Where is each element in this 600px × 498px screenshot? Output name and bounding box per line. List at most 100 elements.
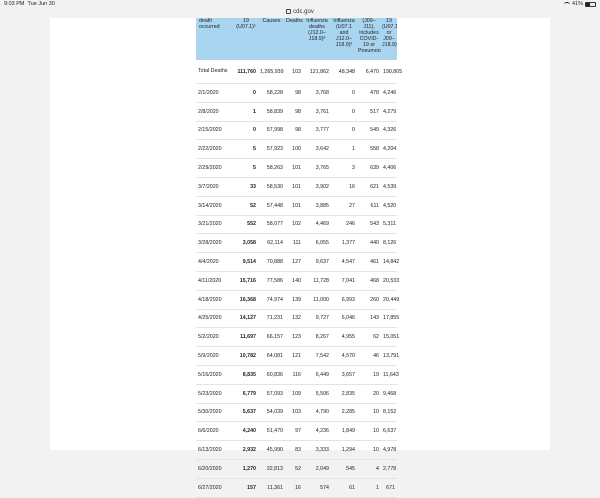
table-cell: 57,998: [258, 121, 285, 141]
table-row: 3/7/2020 33 58,530 101 3,902 16 621 4,539: [196, 177, 397, 197]
table-cell: 102: [285, 215, 303, 235]
table-cell: 6,470: [357, 60, 381, 84]
table-cell: 98: [285, 121, 303, 141]
table-cell: 62: [357, 327, 381, 348]
column-header: Influenza (U07.1 and J12.0–J18.9)³: [331, 18, 357, 60]
battery-percent: 41%: [571, 1, 583, 7]
table-row: 2/1/2020 0 58,228 98 3,768 0 478 4,246: [196, 83, 397, 103]
table-cell: 62,114: [258, 233, 285, 254]
table-cell: 3,777: [303, 121, 331, 141]
table-cell: 46: [357, 346, 381, 366]
table-cell: 4: [357, 459, 381, 479]
row-label-cell: 6/6/2020: [196, 421, 234, 442]
column-header: Influenza deaths (J12.0–J18.9)³: [303, 18, 331, 60]
table-row: 2/22/2020 5 57,923 100 3,642 1 558 4,204: [196, 139, 397, 160]
table-cell: 10: [357, 440, 381, 460]
row-label-cell: 3/28/2020: [196, 233, 234, 254]
row-label-cell: 6/27/2020: [196, 478, 234, 498]
row-label-cell: 2/1/2020: [196, 83, 234, 103]
table-cell: 57,093: [258, 384, 285, 404]
table-row: 3/14/2020 52 57,448 101 3,885 27 611 4,520: [196, 196, 397, 216]
table-row: 4/25/2020 14,127 71,231 132 9,727 6,046 143 17,…: [196, 309, 399, 329]
table-cell: 27: [331, 196, 357, 216]
table-cell: 6,637: [381, 421, 397, 442]
table-cell: 157: [234, 478, 258, 498]
table-cell: 4,204: [381, 139, 397, 160]
column-header: 19 (U07.1)¹: [234, 18, 258, 60]
table-cell: 127: [285, 252, 303, 272]
status-time: 9:03 PM Tue Jun 30: [4, 1, 55, 7]
table-cell: 2,049: [303, 459, 331, 479]
table-cell: 20: [357, 384, 381, 404]
table-cell: 16: [285, 478, 303, 498]
table-cell: 543: [357, 215, 381, 235]
table-cell: 7,041: [331, 271, 357, 291]
table-cell: 478: [357, 83, 381, 103]
table-cell: 0: [234, 83, 258, 103]
table-cell: 7,542: [303, 346, 331, 366]
table-cell: 54,039: [258, 403, 285, 423]
table-cell: 4,955: [331, 327, 357, 348]
table-cell: 100: [285, 139, 303, 160]
table-cell: 101: [285, 196, 303, 216]
table-cell: 545: [331, 459, 357, 479]
lock-icon: [286, 9, 292, 14]
table-row: 4/4/2020 9,514 70,888 127 9,637 4,547 461 14,84…: [196, 252, 399, 272]
table-row-total: Total Deaths 111,760 1,265,939 103 121,862 48…: [196, 60, 402, 84]
table-cell: 4,520: [381, 196, 397, 216]
table-cell: 4,790: [303, 403, 331, 423]
table-cell: 517: [357, 102, 381, 122]
table-cell: 16: [331, 177, 357, 197]
status-right: 41%: [563, 1, 596, 7]
table-cell: 98: [285, 83, 303, 103]
web-page: death occurred 19 (U07.1)¹ Causes Deaths² In…: [50, 18, 550, 498]
row-label-cell: 4/11/2020: [196, 271, 234, 291]
table-cell: 116: [285, 365, 303, 385]
table-cell: 5,637: [234, 403, 258, 423]
table-cell: 9,514: [234, 252, 258, 272]
table-cell: 4,246: [381, 83, 397, 103]
table-cell: 0: [331, 102, 357, 122]
table-cell: 109: [285, 384, 303, 404]
table-cell: 3,642: [303, 139, 331, 160]
table-cell: 5,506: [303, 384, 331, 404]
table-cell: 121,862: [303, 60, 331, 84]
row-label-cell: 5/9/2020: [196, 346, 234, 366]
table-row: 4/18/2020 16,368 74,974 139 11,000 6,993 260 20…: [196, 290, 399, 310]
table-cell: 83: [285, 440, 303, 460]
table-cell: 13,791: [381, 346, 399, 366]
column-header: Causes: [258, 18, 285, 60]
table-cell: 60,836: [258, 365, 285, 385]
deaths-table: death occurred 19 (U07.1)¹ Causes Deaths² In…: [196, 18, 402, 498]
table-cell: 52: [285, 459, 303, 479]
table-cell: 64,081: [258, 346, 285, 366]
url-text: cdc.gov: [293, 9, 314, 16]
table-cell: 260: [357, 290, 381, 310]
table-cell: 1,270: [234, 459, 258, 479]
table-cell: 246: [331, 215, 357, 235]
table-cell: 98: [285, 102, 303, 122]
table-cell: 5: [234, 158, 258, 178]
table-cell: 558: [357, 139, 381, 160]
table-row: 6/27/2020 157 11,361 16 574 61 1 671: [196, 478, 397, 498]
table-row: 6/13/2020 2,932 45,990 83 3,333 1,294 10 4,978: [196, 440, 397, 460]
row-label-cell: 4/4/2020: [196, 252, 234, 272]
table-cell: 6,055: [303, 233, 331, 254]
table-cell: 111,760: [234, 60, 258, 84]
address-bar[interactable]: cdc.gov: [0, 9, 600, 18]
table-cell: 3,058: [234, 233, 258, 254]
table-cell: 639: [357, 158, 381, 178]
table-cell: 574: [303, 478, 331, 498]
column-header: (J09–J11), includes COVID-19 or Pneumoni…: [357, 18, 381, 60]
table-cell: 0: [331, 83, 357, 103]
row-label-cell: 2/8/2020: [196, 102, 234, 122]
table-cell: 440: [357, 233, 381, 254]
row-label-cell: 6/20/2020: [196, 459, 234, 479]
table-cell: 1: [234, 102, 258, 122]
row-label-cell: 5/23/2020: [196, 384, 234, 404]
column-header: Deaths²: [285, 18, 303, 60]
table-cell: 66,157: [258, 327, 285, 348]
table-cell: 97: [285, 421, 303, 442]
table-row: 3/21/2020 552 58,077 102 4,469 246 543 5,311: [196, 215, 397, 235]
row-label-cell: 2/22/2020: [196, 139, 234, 160]
